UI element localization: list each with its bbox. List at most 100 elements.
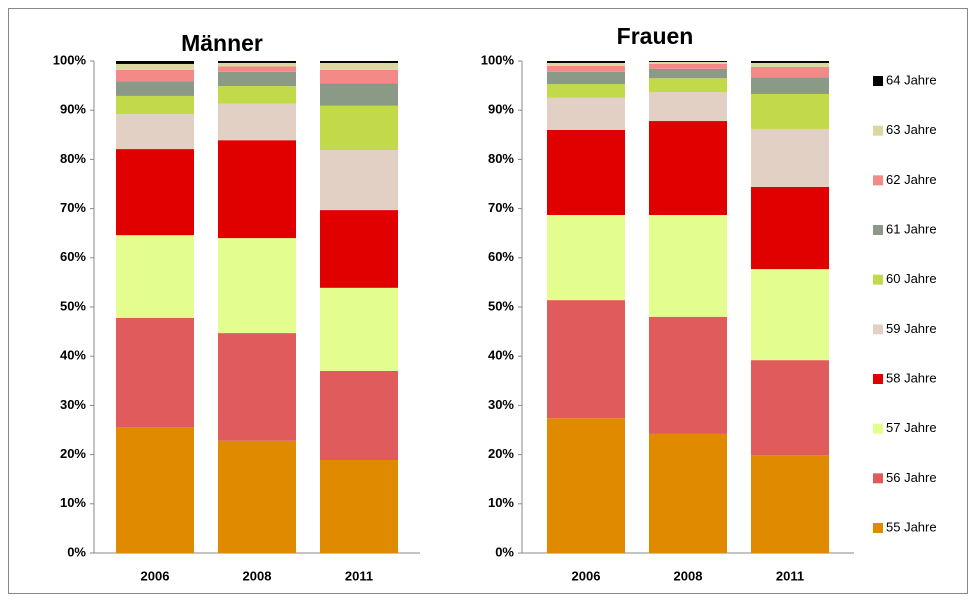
bar-segment: [320, 61, 398, 63]
y-tick-label: 60%: [488, 249, 514, 264]
y-tick-label: 100%: [53, 52, 87, 67]
bar-segment: [649, 214, 727, 317]
x-tick-label: 2011: [776, 568, 804, 583]
bar-segment: [320, 210, 398, 288]
bar-segment: [218, 333, 296, 441]
legend-swatch: [873, 76, 883, 86]
y-tick-label: 70%: [488, 200, 514, 215]
legend-label: 55 Jahre: [886, 519, 937, 534]
bar-segment: [649, 433, 727, 553]
y-tick-label: 80%: [60, 151, 86, 166]
legend-swatch: [873, 324, 883, 335]
bar-segment: [116, 61, 194, 64]
legend-label: 64 Jahre: [886, 72, 937, 87]
bar-segment: [320, 287, 398, 371]
legend-label: 60 Jahre: [886, 271, 937, 286]
bar-segment: [116, 114, 194, 150]
bar-segment: [218, 440, 296, 553]
bar-segment: [751, 66, 829, 78]
bar-segment: [751, 77, 829, 94]
y-tick-label: 0%: [495, 544, 514, 559]
bar-segment: [547, 97, 625, 130]
y-tick-label: 40%: [60, 348, 86, 363]
bar-segment: [218, 238, 296, 334]
legend-label: 57 Jahre: [886, 420, 937, 435]
bar-segment: [649, 316, 727, 434]
legend-swatch: [873, 175, 883, 186]
bar-segment: [547, 71, 625, 85]
bar-segment: [320, 62, 398, 70]
bar-segment: [649, 91, 727, 122]
legend-swatch: [873, 274, 883, 285]
y-tick-label: 30%: [60, 397, 86, 412]
bar-segment: [116, 317, 194, 428]
bar-segment: [547, 62, 625, 66]
legend-swatch: [873, 125, 883, 136]
y-tick-label: 20%: [60, 446, 86, 461]
bar-segment: [547, 418, 625, 553]
y-tick-label: 20%: [488, 446, 514, 461]
y-tick-label: 80%: [488, 151, 514, 166]
bar-segment: [116, 235, 194, 318]
bar-segment: [547, 61, 625, 63]
x-tick-label: 2011: [345, 568, 373, 583]
bar-segment: [649, 61, 727, 62]
y-tick-label: 100%: [481, 52, 515, 67]
chart-title: Männer: [181, 30, 263, 56]
bar-segment: [320, 69, 398, 84]
y-tick-label: 60%: [60, 249, 86, 264]
bar-segment: [320, 105, 398, 151]
legend-swatch: [873, 523, 883, 533]
chart-title: Frauen: [617, 23, 694, 49]
bar-segment: [218, 71, 296, 87]
bar-segment: [547, 65, 625, 72]
bar-segment: [649, 121, 727, 215]
y-tick-label: 50%: [488, 298, 514, 313]
y-tick-label: 30%: [488, 397, 514, 412]
bar-segment: [320, 83, 398, 106]
legend-label: 58 Jahre: [886, 370, 937, 385]
bar-segment: [751, 61, 829, 63]
bar-segment: [116, 427, 194, 553]
y-tick-label: 10%: [60, 495, 86, 510]
bar-segment: [751, 269, 829, 361]
legend-swatch: [873, 225, 883, 235]
y-tick-label: 90%: [60, 102, 86, 117]
bar-segment: [116, 63, 194, 70]
x-tick-label: 2006: [572, 568, 601, 583]
bar-segment: [218, 66, 296, 72]
bar-segment: [649, 68, 727, 79]
legend-label: 61 Jahre: [886, 221, 937, 236]
y-tick-label: 0%: [67, 544, 86, 559]
bar-segment: [320, 150, 398, 211]
bar-segment: [218, 86, 296, 104]
bar-segment: [218, 140, 296, 239]
bar-segment: [751, 360, 829, 456]
x-tick-label: 2008: [243, 568, 272, 583]
legend-label: 63 Jahre: [886, 122, 937, 137]
legend-label: 62 Jahre: [886, 172, 937, 187]
bar-segment: [547, 300, 625, 419]
bar-segment: [547, 84, 625, 98]
bar-segment: [547, 129, 625, 215]
bar-segment: [751, 455, 829, 553]
bar-segment: [116, 81, 194, 96]
bar-segment: [751, 62, 829, 67]
bar-segment: [218, 103, 296, 141]
bar-segment: [547, 214, 625, 301]
y-tick-label: 10%: [488, 495, 514, 510]
legend-swatch: [873, 423, 883, 434]
bar-segment: [320, 460, 398, 553]
bar-segment: [116, 69, 194, 82]
y-tick-label: 50%: [60, 298, 86, 313]
legend-label: 59 Jahre: [886, 321, 937, 336]
legend-label: 56 Jahre: [886, 470, 937, 485]
bar-segment: [649, 61, 727, 64]
bar-segment: [116, 95, 194, 115]
bar-segment: [649, 63, 727, 69]
bar-segment: [218, 62, 296, 67]
bar-segment: [751, 93, 829, 129]
x-tick-label: 2008: [674, 568, 703, 583]
bar-segment: [649, 78, 727, 92]
